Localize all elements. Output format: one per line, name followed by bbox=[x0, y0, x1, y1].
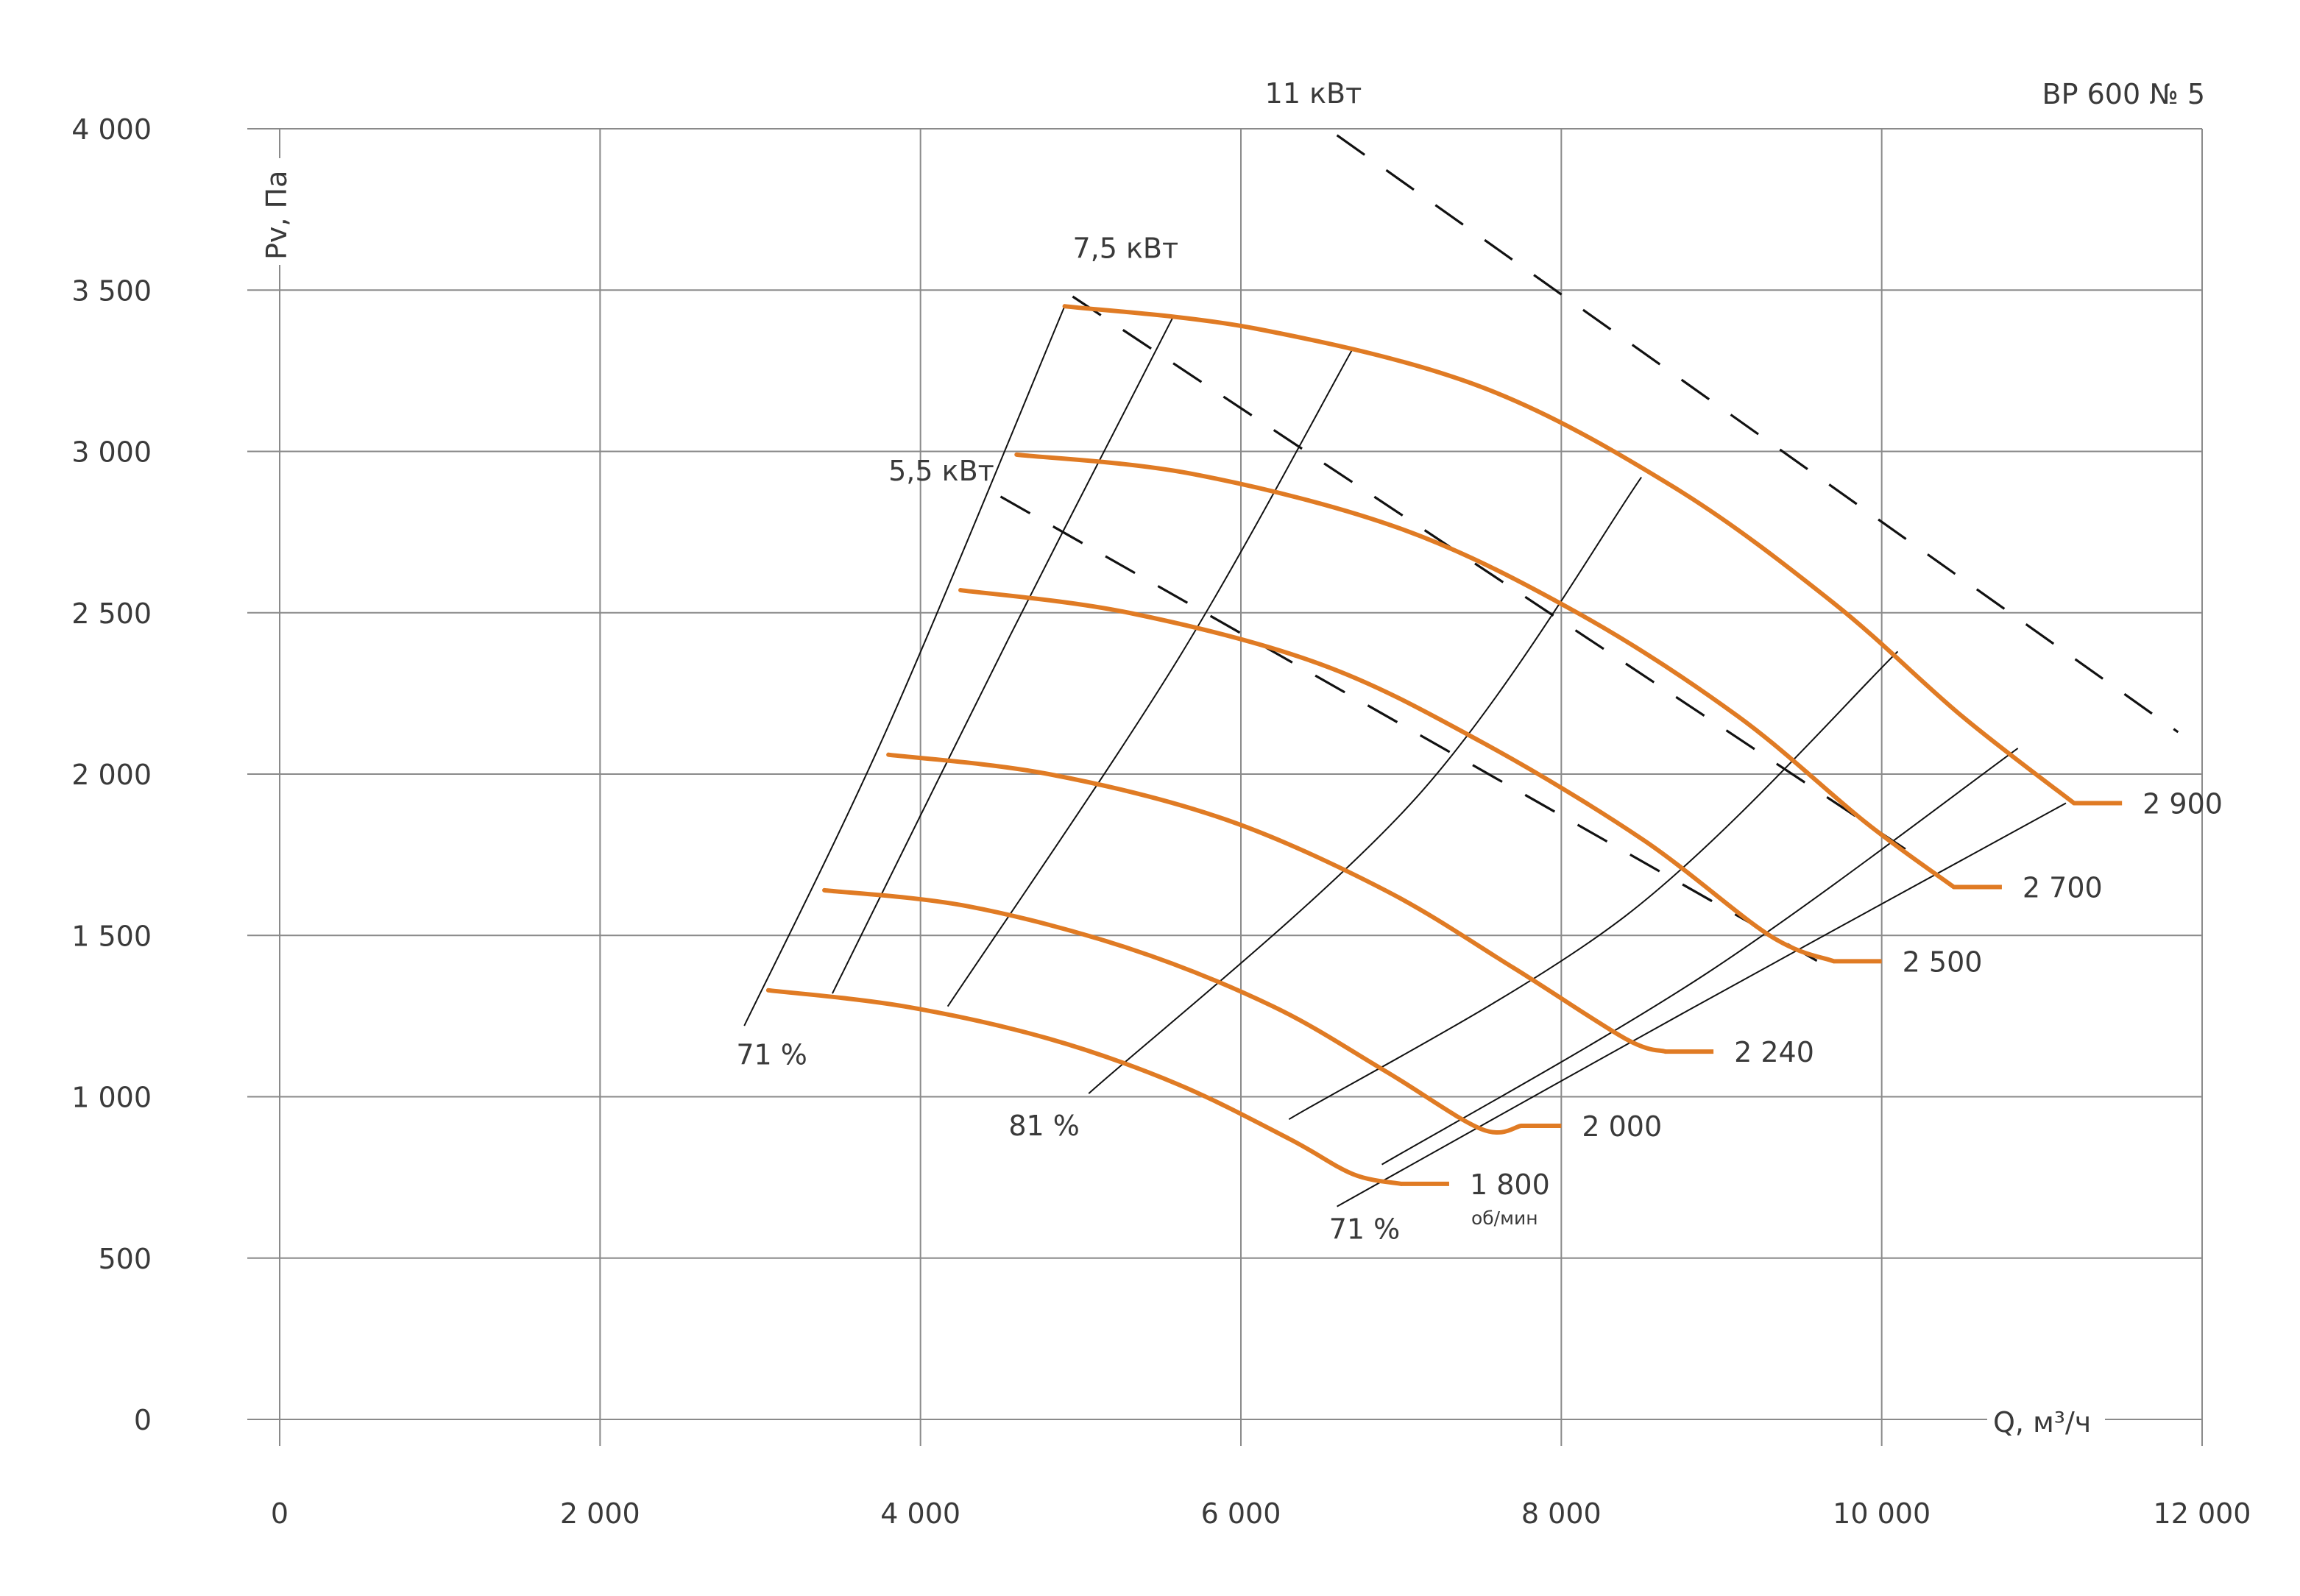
power-line bbox=[1336, 134, 2179, 734]
x-tick-label: 12 000 bbox=[2154, 1497, 2251, 1530]
x-tick-label: 0 bbox=[271, 1497, 289, 1530]
efficiency-line bbox=[1088, 477, 1642, 1094]
speed-label: 2 500 bbox=[1903, 946, 1983, 978]
x-tick-label: 2 000 bbox=[560, 1497, 640, 1530]
y-axis-ticks: 0 500 1 000 1 500 2 000 2 500 3 000 3 500 4 000 bbox=[71, 113, 152, 1436]
y-tick-label: 1 500 bbox=[71, 920, 152, 952]
efficiency-line bbox=[946, 347, 1354, 1007]
power-line-label: 5,5 кВт bbox=[888, 455, 994, 487]
power-lines: 11 кВт 7,5 кВт 5,5 кВт bbox=[888, 77, 2179, 962]
speed-label: 2 700 bbox=[2023, 871, 2103, 904]
y-tick-label: 2 500 bbox=[71, 597, 152, 630]
y-axis-label: Pv, Па bbox=[261, 171, 293, 260]
grid-lines bbox=[247, 128, 2203, 1446]
fan-curve bbox=[958, 588, 1836, 964]
fan-curves: 1 800 2 000 2 240 2 500 2 700 2 900 об/мин bbox=[765, 304, 2223, 1229]
x-tick-label: 6 000 bbox=[1201, 1497, 1281, 1530]
y-tick-label: 3 500 bbox=[71, 274, 152, 307]
efficiency-line bbox=[743, 305, 1066, 1026]
x-tick-label: 4 000 bbox=[880, 1497, 960, 1530]
power-line bbox=[1072, 295, 1915, 856]
y-tick-label: 0 bbox=[134, 1404, 152, 1436]
power-line-label: 11 кВт bbox=[1265, 77, 1362, 110]
fan-curve bbox=[822, 887, 1524, 1135]
x-axis-ticks: 0 2 000 4 000 6 000 8 000 10 000 12 000 bbox=[271, 1497, 2251, 1530]
fan-curve bbox=[1014, 452, 1956, 890]
efficiency-label: 71 % bbox=[1329, 1213, 1401, 1245]
y-axis-label-bg bbox=[255, 158, 296, 265]
x-axis-label-bg bbox=[1987, 1402, 2105, 1443]
power-line bbox=[999, 495, 1819, 962]
efficiency-label: 71 % bbox=[736, 1039, 807, 1071]
y-tick-label: 1 000 bbox=[71, 1082, 152, 1114]
efficiency-line bbox=[832, 315, 1175, 994]
speed-label: 2 000 bbox=[1582, 1110, 1662, 1143]
y-tick-label: 3 000 bbox=[71, 436, 152, 469]
y-tick-label: 4 000 bbox=[71, 113, 152, 146]
efficiency-lines bbox=[743, 305, 2067, 1207]
fan-curve bbox=[1062, 304, 2076, 806]
x-tick-label: 10 000 bbox=[1833, 1497, 1931, 1530]
efficiency-label: 81 % bbox=[1008, 1110, 1080, 1142]
speed-label: 1 800 bbox=[1470, 1168, 1550, 1201]
chart-labels: 71 % 81 % 71 % bbox=[736, 1039, 1400, 1246]
x-axis-label: Q, м³/ч bbox=[1993, 1406, 2091, 1439]
efficiency-line bbox=[1337, 802, 2067, 1207]
speed-label: 2 240 bbox=[1734, 1036, 1814, 1068]
y-tick-label: 500 bbox=[98, 1243, 152, 1275]
fan-curve bbox=[886, 752, 1668, 1054]
y-tick-label: 2 000 bbox=[71, 759, 152, 791]
speed-unit-label: об/мин bbox=[1471, 1207, 1538, 1229]
fan-curve bbox=[765, 987, 1404, 1186]
efficiency-line bbox=[1288, 650, 1899, 1121]
power-line-label: 7,5 кВт bbox=[1072, 232, 1178, 264]
speed-label: 2 900 bbox=[2142, 787, 2223, 820]
x-tick-label: 8 000 bbox=[1521, 1497, 1602, 1530]
chart-title: ВР 600 № 5 bbox=[2042, 78, 2205, 110]
